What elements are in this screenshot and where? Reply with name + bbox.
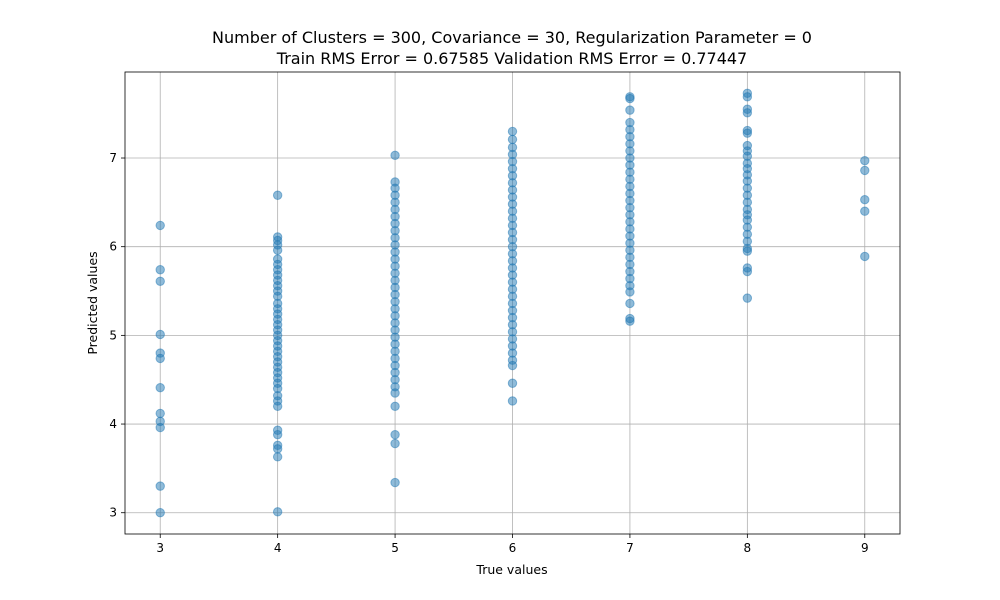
- data-point: [272, 444, 283, 454]
- data-point: [155, 422, 165, 433]
- data-point: [742, 108, 753, 118]
- data-point: [742, 92, 753, 102]
- data-point: [390, 477, 400, 488]
- chart-title: Number of Clusters = 300, Covariance = 3…: [212, 28, 812, 47]
- x-axis-label: True values: [475, 562, 547, 577]
- data-point: [507, 378, 518, 388]
- data-point: [272, 401, 283, 412]
- y-tick-label: 6: [109, 240, 117, 254]
- data-point: [742, 128, 753, 138]
- x-tick-label: 8: [744, 541, 752, 555]
- y-axis-ticks: 3 4 5 6 7: [109, 151, 125, 520]
- data-point: [272, 190, 283, 200]
- data-point: [155, 382, 165, 393]
- data-point: [155, 408, 165, 419]
- data-point: [155, 353, 165, 364]
- data-point: [390, 429, 400, 440]
- data-point: [625, 93, 635, 104]
- chart-subtitle: Train RMS Error = 0.67585 Validation RMS…: [276, 49, 747, 68]
- data-point: [507, 360, 518, 371]
- data-point: [860, 165, 870, 176]
- data-point: [860, 206, 870, 216]
- data-point: [625, 105, 635, 115]
- data-point: [272, 245, 283, 255]
- data-point: [155, 329, 165, 340]
- data-point: [272, 452, 283, 462]
- data-point: [155, 220, 165, 231]
- x-axis-ticks: 3 4 5 6 7 8 9: [156, 534, 869, 555]
- y-axis-label: Predicted values: [85, 251, 100, 354]
- x-tick-label: 6: [509, 541, 517, 555]
- y-tick-label: 4: [109, 417, 117, 431]
- data-point: [155, 276, 165, 286]
- y-tick-label: 7: [109, 151, 117, 165]
- y-tick-label: 3: [109, 506, 117, 520]
- data-point: [625, 316, 635, 326]
- x-tick-label: 3: [156, 541, 164, 555]
- data-point: [155, 508, 165, 518]
- data-point: [742, 266, 753, 277]
- data-point: [625, 287, 635, 297]
- data-point: [390, 388, 400, 398]
- data-point: [390, 401, 400, 412]
- data-point: [507, 396, 518, 406]
- data-point: [390, 150, 400, 161]
- data-point: [272, 429, 283, 440]
- data-point: [860, 194, 870, 205]
- data-point: [155, 481, 165, 491]
- data-point: [390, 438, 400, 449]
- x-tick-label: 4: [274, 541, 282, 555]
- data-point: [507, 126, 518, 137]
- data-point: [155, 265, 165, 275]
- data-point: [272, 507, 283, 517]
- data-point: [742, 293, 753, 303]
- data-points: [155, 88, 870, 518]
- data-point: [860, 251, 870, 262]
- y-tick-label: 5: [109, 328, 117, 342]
- x-tick-label: 5: [391, 541, 399, 555]
- x-tick-label: 7: [626, 541, 634, 555]
- data-point: [860, 155, 870, 166]
- data-point: [742, 246, 753, 256]
- data-point: [507, 134, 518, 145]
- data-point: [625, 298, 635, 309]
- x-tick-label: 9: [861, 541, 869, 555]
